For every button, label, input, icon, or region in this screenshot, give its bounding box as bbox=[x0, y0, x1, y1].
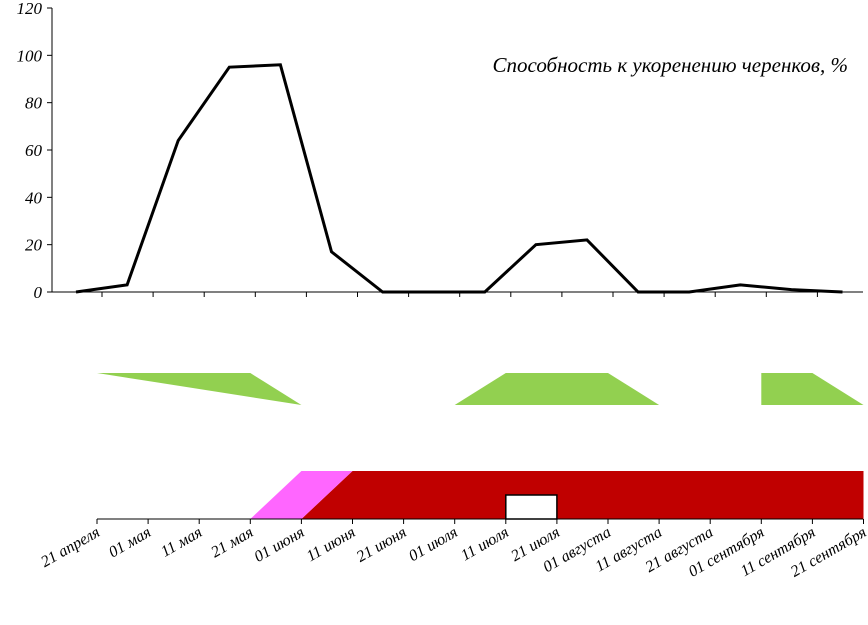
band-2-accent bbox=[250, 471, 353, 519]
data-point bbox=[688, 291, 690, 293]
x-tick-label: 11 июля bbox=[458, 524, 512, 565]
y-tick-label: 80 bbox=[25, 94, 43, 113]
y-tick-label: 20 bbox=[25, 236, 43, 255]
data-point bbox=[382, 291, 384, 293]
x-tick-label: 01 июня bbox=[252, 524, 308, 566]
band-1-region bbox=[761, 373, 864, 405]
x-tick-label: 11 мая bbox=[158, 524, 205, 561]
chart-title: Способность к укоренению черенков, % bbox=[493, 53, 848, 77]
x-tick-label: 21 апреля bbox=[38, 524, 103, 571]
data-point bbox=[842, 291, 843, 293]
data-point bbox=[177, 140, 179, 142]
data-point bbox=[433, 291, 435, 293]
y-tick-label: 40 bbox=[25, 188, 43, 207]
band-1-region bbox=[454, 373, 660, 405]
data-point bbox=[739, 284, 741, 286]
y-axis: 0 20 40 60 80 100 120 bbox=[17, 0, 53, 302]
x-tick-label: 21 мая bbox=[208, 524, 256, 562]
y-tick-label: 60 bbox=[25, 141, 43, 160]
data-point bbox=[279, 64, 281, 66]
y-tick-label: 100 bbox=[17, 46, 43, 65]
band-2-gap bbox=[505, 494, 558, 520]
phenology-bands bbox=[96, 373, 864, 524]
band-1-region bbox=[97, 373, 302, 405]
data-point bbox=[75, 291, 77, 293]
data-point bbox=[126, 284, 128, 286]
y-tick-label: 120 bbox=[17, 0, 43, 18]
series-line bbox=[75, 63, 843, 294]
x-tick-label: 11 июня bbox=[304, 524, 359, 565]
series-layer bbox=[75, 63, 843, 294]
data-point bbox=[535, 244, 537, 246]
data-point bbox=[637, 291, 639, 293]
data-point bbox=[331, 251, 332, 253]
data-point bbox=[484, 291, 486, 293]
data-point bbox=[790, 289, 792, 291]
data-point bbox=[586, 239, 588, 241]
band-2-region bbox=[301, 471, 864, 519]
x-tick-label: 01 июля bbox=[406, 524, 461, 565]
y-tick-label: 0 bbox=[34, 283, 43, 302]
x-tick-label: 21 июня bbox=[354, 524, 410, 566]
x-tick-label: 01 мая bbox=[106, 524, 154, 562]
data-point bbox=[228, 66, 230, 68]
